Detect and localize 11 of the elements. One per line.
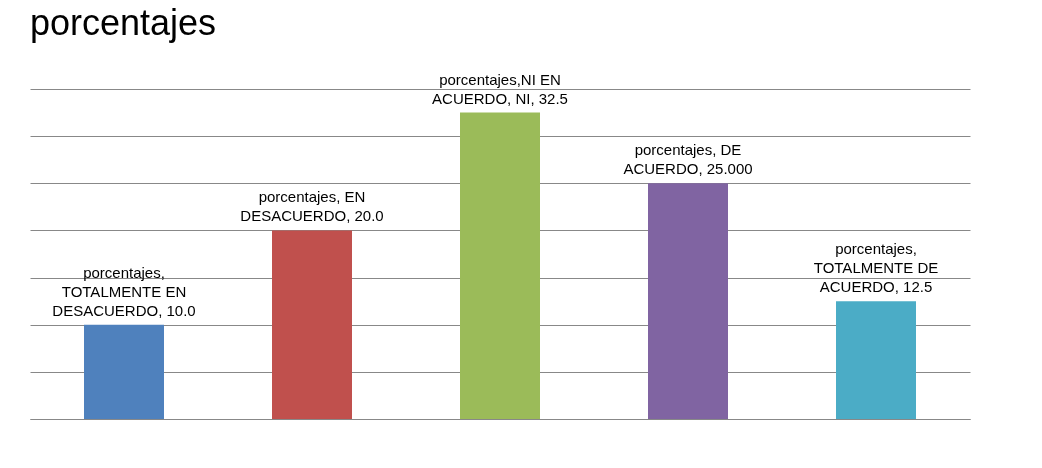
data-label: porcentajes,NI EN ACUERDO, NI, 32.5: [432, 70, 568, 107]
bar: [272, 230, 352, 419]
bar: [460, 112, 540, 419]
data-label: porcentajes, EN DESACUERDO, 20.0: [240, 188, 384, 225]
data-label: porcentajes, DE ACUERDO, 25.000: [623, 141, 753, 178]
bar: [648, 183, 728, 419]
bar: [836, 301, 916, 419]
data-label: porcentajes, TOTALMENTE EN DESACUERDO, 10.0: [52, 263, 196, 319]
data-label: porcentajes, TOTALMENTE DE ACUERDO, 12.5: [813, 240, 939, 296]
chart-title: porcentajes: [30, 1, 217, 43]
bar: [84, 324, 164, 419]
